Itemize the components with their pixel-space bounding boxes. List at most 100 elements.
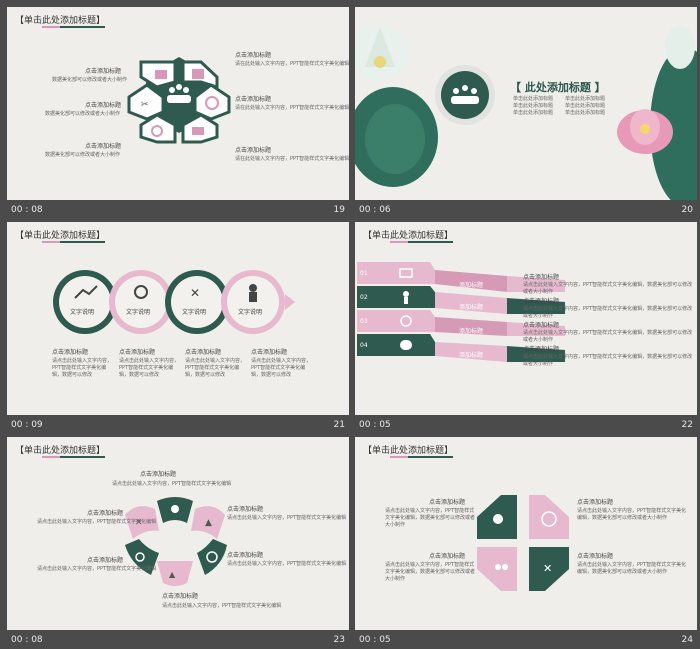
- slide-number: 23: [333, 635, 345, 645]
- svg-text:✂: ✂: [141, 100, 149, 110]
- item-head: 点击添加标题: [577, 499, 614, 506]
- slide-canvas: 【 此处添加标题 】 单击此处添加标题 单击此处添加标题 单击此处添加标题 单击…: [355, 7, 697, 200]
- bullet: 单击此处添加标题: [565, 103, 606, 109]
- step-number: 02: [360, 294, 368, 301]
- item-body: 请在此处输入文字内容，PPT智能样式文字美化编辑: [235, 61, 349, 67]
- circle-label: 文字说明: [238, 309, 263, 316]
- item-body: 请在此处输入文字内容，PPT智能样式文字美化编辑: [235, 105, 349, 111]
- item-body: 请点击此处输入文字内容，PPT智能样式文字美化编辑，数据可以修改: [185, 358, 246, 378]
- svg-text:✕: ✕: [543, 562, 552, 575]
- item-head: 点击添加标题: [429, 499, 466, 506]
- item-body: 请点击此处输入文字内容，PPT智能样式文字美化编辑，数据可以修改: [52, 358, 113, 378]
- bullet: 单击此处添加标题: [513, 110, 554, 116]
- bullet: 单击此处添加标题: [565, 110, 606, 116]
- slide-thumb-21[interactable]: 【单击此处添加标题】 ✕ 文字说明 文字说明 文字说明 文字说明 点击添加标题 …: [7, 222, 349, 434]
- slide-footer: 00 : 05 22: [355, 417, 697, 434]
- item-body: 请点击此处输入文字内容，PPT智能样式文字美化编辑，数据美化部可以修改或者大小制…: [577, 508, 687, 521]
- item-body: 请在此处输入文字内容，PPT智能样式文字美化编辑: [235, 156, 349, 162]
- step-number: 03: [360, 318, 368, 325]
- item-head: 点击添加标题: [85, 68, 122, 75]
- item-head: 点击添加标题: [85, 143, 122, 150]
- item-body: 请点击此处输入文字内容，PPT智能样式文字美化编辑: [112, 481, 232, 487]
- slide-title: 【单击此处添加标题】: [363, 446, 454, 458]
- item-body: 请点击此处输入文字内容，PPT智能样式文字美化编辑，数据美化部可以修改或者大小制…: [523, 354, 693, 367]
- step-number: 01: [360, 270, 368, 277]
- slide-canvas: 【单击此处添加标题】 ✕ 文字说明 文字说明 文字说明 文字说明 点击添加标题 …: [7, 222, 349, 415]
- timing-label: 00 : 06: [359, 205, 391, 215]
- timing-label: 00 : 08: [11, 635, 43, 645]
- item-head: 点击添加标题: [85, 102, 122, 109]
- item-head: 点击添加标题: [235, 147, 272, 154]
- slide-thumb-23[interactable]: 【单击此处添加标题】 ✕ ▲ ▲ 点击添加标题 请点击此处输入文字内容，PPT智…: [7, 437, 349, 649]
- svg-text:✕: ✕: [190, 286, 200, 300]
- item-head: 点击添加标题: [119, 349, 156, 356]
- slide-footer: 00 : 09 21: [7, 417, 349, 434]
- item-body: 请点击此处输入文字内容，PPT智能样式文字美化编辑，数据美化部可以修改或者大小制…: [523, 306, 693, 319]
- svg-text:▲: ▲: [205, 518, 212, 528]
- item-body: 请点击此处输入文字内容，PPT智能样式文字美化编辑: [37, 519, 157, 525]
- slide-thumb-19[interactable]: 【单击此处添加标题】 ✂: [7, 7, 349, 219]
- slide-footer: 00 : 05 24: [355, 632, 697, 649]
- timing-label: 00 : 08: [11, 205, 43, 215]
- slide-canvas: 【单击此处添加标题】 ✕ 点击添加标题 请点击此处输入文字内容，PPT智能样式文…: [355, 437, 697, 630]
- circle-process: ✕: [53, 270, 295, 334]
- item-body: 请点击此处输入文字内容，PPT智能样式文字美化编辑: [227, 515, 347, 521]
- petal-diagram: ✕ ▲ ▲: [125, 497, 227, 586]
- item-head: 点击添加标题: [251, 349, 288, 356]
- item-head: 点击添加标题: [52, 349, 89, 356]
- item-head: 点击添加标题: [523, 274, 560, 281]
- item-head: 点击添加标题: [227, 552, 264, 559]
- slide-title: 【单击此处添加标题】: [15, 446, 106, 458]
- item-body: 请点击此处输入文字内容，PPT智能样式文字美化编辑，数据美化部可以修改或者大小制…: [385, 508, 476, 528]
- item-body: 请点击此处输入文字内容，PPT智能样式文字美化编辑: [227, 561, 347, 567]
- item-head: 点击添加标题: [523, 298, 560, 305]
- slide-number: 19: [333, 205, 345, 215]
- timing-label: 00 : 05: [359, 420, 391, 430]
- step-label: 添加标题: [459, 282, 484, 289]
- slide-footer: 00 : 08 23: [7, 632, 349, 649]
- item-head: 点击添加标题: [523, 346, 560, 353]
- item-head: 点击添加标题: [577, 553, 614, 560]
- circle-label: 文字说明: [126, 309, 151, 316]
- slide-thumb-20[interactable]: 【 此处添加标题 】 单击此处添加标题 单击此处添加标题 单击此处添加标题 单击…: [355, 7, 697, 219]
- slide-title: 【单击此处添加标题】: [15, 16, 106, 28]
- slide-canvas: 【单击此处添加标题】: [355, 222, 697, 415]
- slide-title: 【单击此处添加标题】: [15, 231, 106, 243]
- timing-label: 00 : 05: [359, 635, 391, 645]
- slide-number: 21: [333, 420, 345, 430]
- slide-number: 20: [681, 205, 693, 215]
- item-head: 点击添加标题: [87, 557, 124, 564]
- svg-text:✕: ✕: [135, 518, 143, 528]
- timing-label: 00 : 09: [11, 420, 43, 430]
- item-body: 请点击此处输入文字内容，PPT智能样式文字美化编辑，数据美化部可以修改或者大小制…: [523, 282, 693, 295]
- item-body: 数据美化部可以修改或者大小制作: [45, 111, 121, 117]
- circle-label: 文字说明: [182, 309, 207, 316]
- item-body: 请点击此处输入文字内容，PPT智能样式文字美化编辑，数据可以修改: [119, 358, 180, 378]
- item-body: 请点击此处输入文字内容，PPT智能样式文字美化编辑: [162, 603, 282, 609]
- ribbon-list: [357, 262, 565, 362]
- item-head: 点击添加标题: [185, 349, 222, 356]
- slide-number: 24: [681, 635, 693, 645]
- item-head: 点击添加标题: [523, 322, 560, 329]
- slide-footer: 00 : 08 19: [7, 202, 349, 219]
- item-body: 数据美化部可以修改或者大小制作: [45, 152, 121, 158]
- item-head: 点击添加标题: [227, 506, 264, 513]
- slide-number: 22: [681, 420, 693, 430]
- item-body: 数据美化部可以修改或者大小制作: [52, 77, 128, 83]
- slide-heading: 【 此处添加标题 】: [510, 81, 606, 94]
- bullet: 单击此处添加标题: [565, 96, 606, 102]
- bullet: 单击此处添加标题: [513, 103, 554, 109]
- slide-footer: 00 : 06 20: [355, 202, 697, 219]
- item-body: 请点击此处输入文字内容，PPT智能样式文字美化编辑，数据可以修改: [251, 358, 312, 378]
- item-body: 请点击此处输入文字内容，PPT智能样式文字美化编辑: [37, 566, 157, 572]
- item-head: 点击添加标题: [162, 593, 199, 600]
- item-head: 点击添加标题: [235, 96, 272, 103]
- slide-thumb-24[interactable]: 【单击此处添加标题】 ✕ 点击添加标题 请点击此处输入文字内容，PPT智能样式文…: [355, 437, 697, 649]
- arrow-cross-diagram: ✕: [477, 495, 569, 591]
- slide-thumb-22[interactable]: 【单击此处添加标题】: [355, 222, 697, 434]
- lotus-illustration: [355, 24, 697, 200]
- hex-diagram: ✂: [127, 57, 231, 144]
- slide-title: 【单击此处添加标题】: [363, 231, 454, 243]
- step-number: 04: [360, 342, 368, 349]
